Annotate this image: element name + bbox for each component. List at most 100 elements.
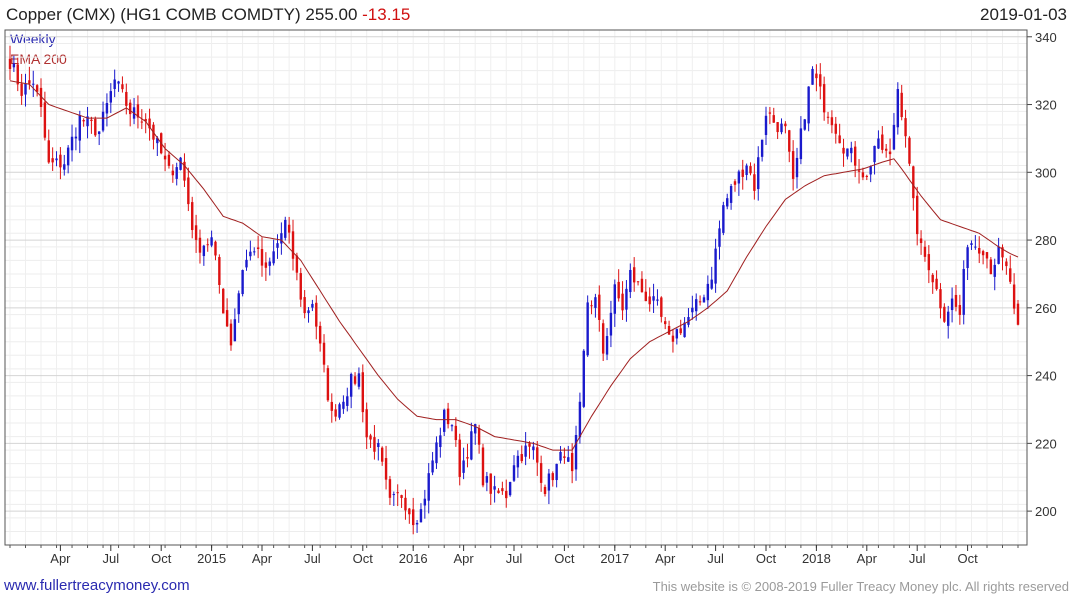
candle-body — [830, 117, 834, 126]
candle-body — [648, 296, 651, 305]
candle-body — [163, 155, 167, 160]
candle-body — [264, 262, 268, 268]
candle-body — [981, 251, 985, 256]
candle-body — [43, 102, 47, 138]
y-tick-label: 200 — [1035, 504, 1057, 519]
chart-title-text: Copper (CMX) (HG1 COMB COMDTY) 255.00 — [6, 5, 358, 24]
candle-body — [210, 237, 213, 246]
candle-body — [109, 91, 112, 103]
candle-body — [408, 508, 411, 515]
candle-body — [834, 123, 837, 134]
candle-body — [780, 123, 783, 133]
candle-body — [334, 409, 337, 417]
candle-body — [225, 310, 229, 327]
candle-body — [373, 437, 376, 452]
candle-body — [625, 288, 628, 310]
candle-body — [493, 486, 496, 490]
candle-body — [462, 460, 465, 473]
candle-body — [656, 299, 659, 301]
candle-body — [598, 294, 601, 320]
candle-body — [683, 322, 686, 338]
candle-body — [516, 455, 520, 468]
candle-body — [156, 137, 159, 144]
y-tick-label: 340 — [1035, 30, 1057, 45]
candle-body — [621, 293, 624, 311]
candle-body — [884, 148, 888, 151]
candle-body — [698, 301, 702, 303]
candle-body — [326, 368, 330, 401]
x-tick-label: Apr — [857, 551, 878, 566]
candle-body — [745, 165, 748, 175]
copyright-notice: This website is © 2008-2019 Fuller Treac… — [652, 579, 1069, 594]
candle-body — [896, 89, 900, 128]
candle-body — [660, 297, 663, 317]
candle-body — [268, 261, 271, 266]
candle-body — [63, 164, 66, 170]
candle-body — [691, 307, 694, 313]
candle-body — [629, 269, 632, 293]
candle-body — [299, 273, 302, 300]
candle-body — [377, 442, 380, 448]
candle-body — [497, 490, 500, 494]
candle-body — [966, 247, 969, 269]
candle-body — [505, 490, 508, 499]
plot-frame — [4, 29, 1028, 546]
candle-body — [733, 181, 737, 185]
candle-body — [392, 494, 396, 496]
candle-body — [349, 373, 353, 397]
x-tick-label: Jul — [506, 551, 523, 566]
candle-body — [198, 237, 202, 253]
candle-body — [140, 121, 144, 123]
candle-body — [795, 157, 799, 178]
candle-body — [315, 302, 318, 327]
candle-body — [237, 293, 240, 315]
candle-body — [28, 80, 31, 84]
candle-body — [594, 297, 597, 308]
candle-body — [330, 401, 333, 411]
candle-body — [295, 255, 299, 273]
candle-body — [985, 252, 989, 259]
candle-body — [923, 246, 927, 257]
candle-body — [128, 102, 132, 115]
candle-body — [869, 166, 872, 175]
candle-body — [958, 305, 962, 315]
candle-body — [954, 294, 958, 307]
candle-body — [470, 431, 473, 460]
candle-body — [815, 73, 818, 79]
candle-body — [454, 425, 458, 441]
x-tick-label: 2015 — [197, 551, 226, 566]
candle-body — [136, 104, 140, 118]
x-tick-label: Oct — [756, 551, 777, 566]
y-tick-label: 260 — [1035, 301, 1057, 316]
candle-body — [322, 342, 326, 365]
candle-body — [850, 147, 853, 154]
candle-body — [318, 325, 322, 344]
candle-body — [543, 486, 547, 495]
candle-body — [671, 335, 675, 342]
candle-body — [664, 321, 667, 325]
candle-body — [768, 112, 772, 114]
candle-body — [501, 488, 504, 492]
site-link[interactable]: www.fullertreacymoney.com — [4, 577, 190, 594]
candle-body — [66, 147, 70, 166]
candle-body — [446, 408, 450, 425]
candle-body — [233, 319, 237, 342]
candle-body — [601, 323, 605, 354]
candle-body — [39, 87, 43, 107]
candle-body — [369, 435, 372, 440]
candle-body — [803, 119, 806, 130]
candle-body — [167, 154, 171, 166]
candle-body — [563, 456, 566, 458]
candle-body — [551, 473, 554, 481]
x-tick-label: Oct — [353, 551, 374, 566]
candle-body — [970, 243, 973, 245]
y-tick-label: 220 — [1035, 436, 1057, 451]
candle-body — [82, 120, 85, 122]
x-tick-label: 2018 — [802, 551, 831, 566]
candle-body — [927, 254, 931, 271]
candle-body — [431, 460, 434, 473]
candle-body — [117, 81, 120, 84]
candle-body — [695, 299, 698, 312]
candle-body — [512, 465, 516, 481]
